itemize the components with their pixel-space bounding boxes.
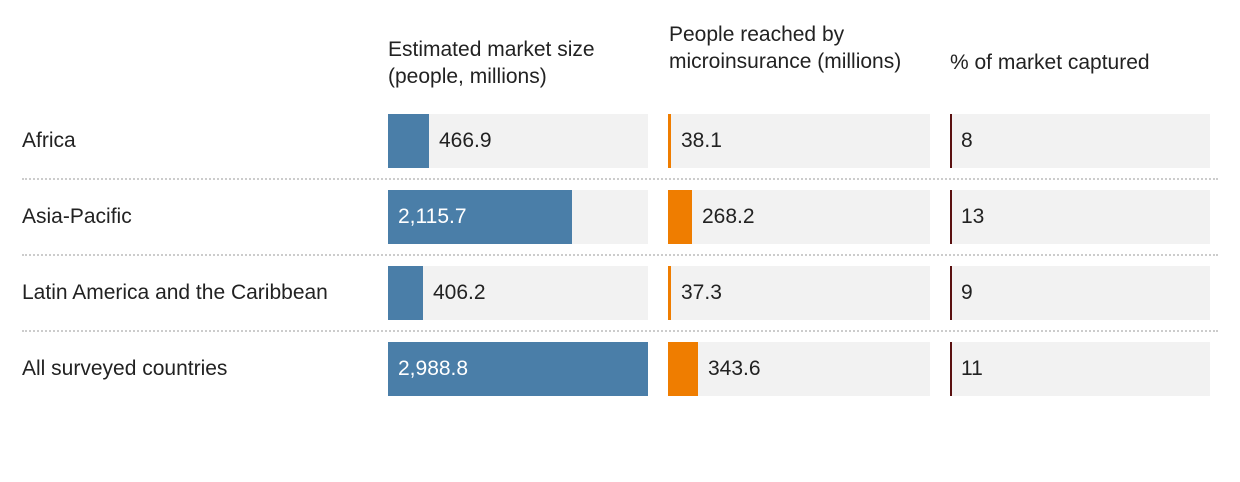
row-label: Africa — [22, 129, 76, 152]
people-reached-bar — [668, 114, 671, 168]
row-divider — [22, 254, 1218, 256]
people-reached-bar — [668, 266, 671, 320]
market-size-bar — [388, 190, 572, 244]
market-size-value: 406.2 — [433, 281, 486, 304]
pct-captured-marker — [950, 266, 952, 320]
people-reached-cell: 268.2 — [668, 190, 930, 244]
people-reached-bar — [668, 342, 698, 396]
pct-captured-value: 8 — [961, 129, 973, 152]
market-size-cell: 2,988.8 — [388, 342, 648, 396]
header-market-size: Estimated market size (people, millions) — [388, 38, 595, 88]
row-label: Latin America and the Caribbean — [22, 281, 328, 304]
pct-captured-cell: 8 — [950, 114, 1210, 168]
people-reached-cell: 37.3 — [668, 266, 930, 320]
people-reached-value: 268.2 — [702, 205, 755, 228]
market-size-cell: 406.2 — [388, 266, 648, 320]
pct-captured-cell: 13 — [950, 190, 1210, 244]
people-reached-bar — [668, 190, 692, 244]
pct-captured-marker — [950, 342, 952, 396]
pct-captured-value: 13 — [961, 205, 985, 228]
market-size-bar — [388, 342, 648, 396]
pct-captured-value: 11 — [961, 357, 983, 380]
pct-captured-marker — [950, 190, 952, 244]
table-row: Africa 466.9 38.1 8 — [0, 114, 1240, 168]
market-size-value: 2,988.8 — [398, 357, 469, 380]
market-size-value: 2,115.7 — [398, 205, 467, 228]
people-reached-cell: 343.6 — [668, 342, 930, 396]
table-row: All surveyed countries 2,988.8 343.6 11 — [0, 342, 1240, 396]
header-pct-captured: % of market captured — [950, 51, 1150, 74]
market-size-value: 466.9 — [439, 129, 492, 152]
pct-captured-cell: 11 — [950, 342, 1210, 396]
row-divider — [22, 330, 1218, 332]
row-divider — [22, 178, 1218, 180]
market-size-bar — [388, 114, 429, 168]
market-size-bar — [388, 266, 423, 320]
market-size-cell: 466.9 — [388, 114, 648, 168]
header-people-reached: People reached by microinsurance (millio… — [669, 23, 902, 73]
table-row: Asia-Pacific 2,115.7 268.2 13 — [0, 190, 1240, 244]
table-row: Latin America and the Caribbean 406.2 37.3… — [0, 266, 1240, 320]
people-reached-value: 343.6 — [708, 357, 761, 380]
people-reached-value: 38.1 — [681, 129, 722, 152]
pct-captured-marker — [950, 114, 952, 168]
pct-captured-cell: 9 — [950, 266, 1210, 320]
market-size-cell: 2,115.7 — [388, 190, 648, 244]
people-reached-value: 37.3 — [681, 281, 722, 304]
row-label: Asia-Pacific — [22, 205, 132, 228]
pct-captured-value: 9 — [961, 281, 973, 304]
people-reached-cell: 38.1 — [668, 114, 930, 168]
row-label: All surveyed countries — [22, 357, 228, 380]
